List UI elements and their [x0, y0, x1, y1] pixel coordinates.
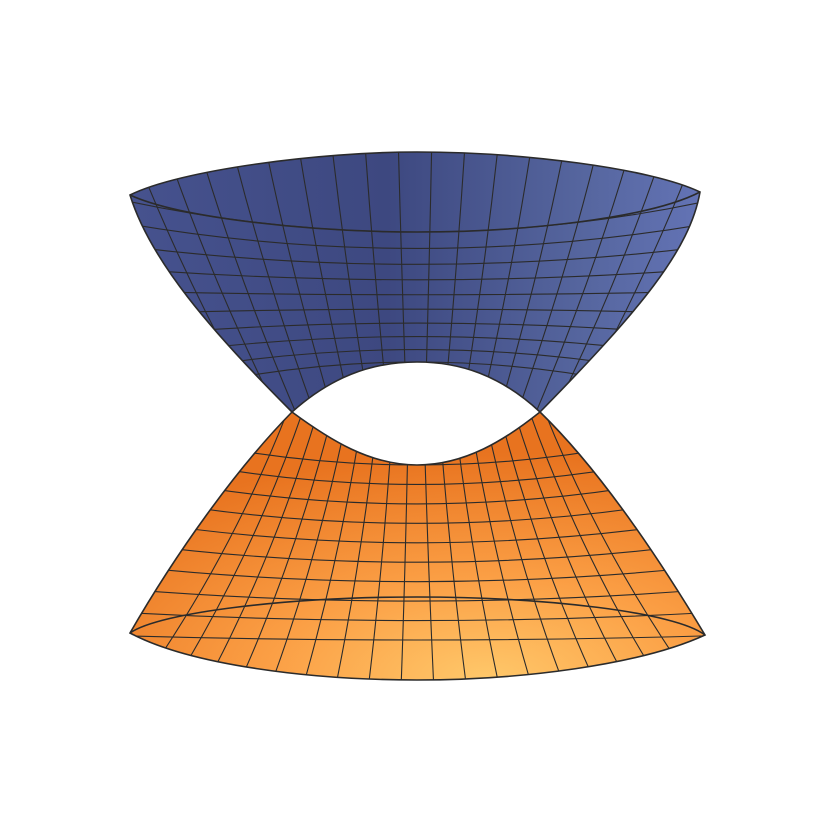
lower-mesh-line [130, 538, 705, 563]
upper-mesh-line [130, 266, 700, 281]
upper-mesh-line [330, 152, 381, 412]
lower-surface-base-rim [129, 596, 706, 636]
upper-mesh-line [196, 152, 322, 412]
upper-mesh-line [130, 361, 700, 411]
upper-surface-rim [129, 191, 701, 233]
lower-mesh-line [130, 610, 705, 622]
upper-surface [129, 151, 701, 414]
lower-mesh-line [130, 586, 705, 602]
upper-mesh-line [466, 152, 533, 412]
upper-mesh-line [524, 152, 668, 412]
upper-mesh-line [364, 152, 395, 412]
lower-mesh-line [495, 412, 604, 680]
lower-mesh-line [231, 412, 337, 680]
lower-mesh-line [130, 634, 705, 641]
upper-mesh-line [230, 152, 337, 412]
upper-surface-body [129, 151, 701, 414]
upper-mesh-line [130, 290, 700, 296]
lower-mesh-line [130, 419, 705, 466]
upper-mesh-line [397, 152, 410, 412]
upper-mesh-line [162, 152, 308, 412]
upper-mesh-line [510, 152, 634, 412]
upper-mesh-line [130, 218, 700, 249]
upper-mesh-line [263, 152, 351, 412]
lower-mesh-line [130, 562, 705, 583]
upper-mesh-line [422, 152, 433, 412]
lower-surface-body [128, 410, 707, 681]
upper-mesh-line [297, 152, 366, 412]
upper-mesh-line [481, 152, 567, 412]
upper-mesh-line [130, 242, 700, 265]
upper-mesh-line [495, 152, 600, 412]
upper-mesh-line [451, 152, 500, 412]
upper-mesh-line [437, 152, 466, 412]
lower-surface [128, 410, 707, 681]
